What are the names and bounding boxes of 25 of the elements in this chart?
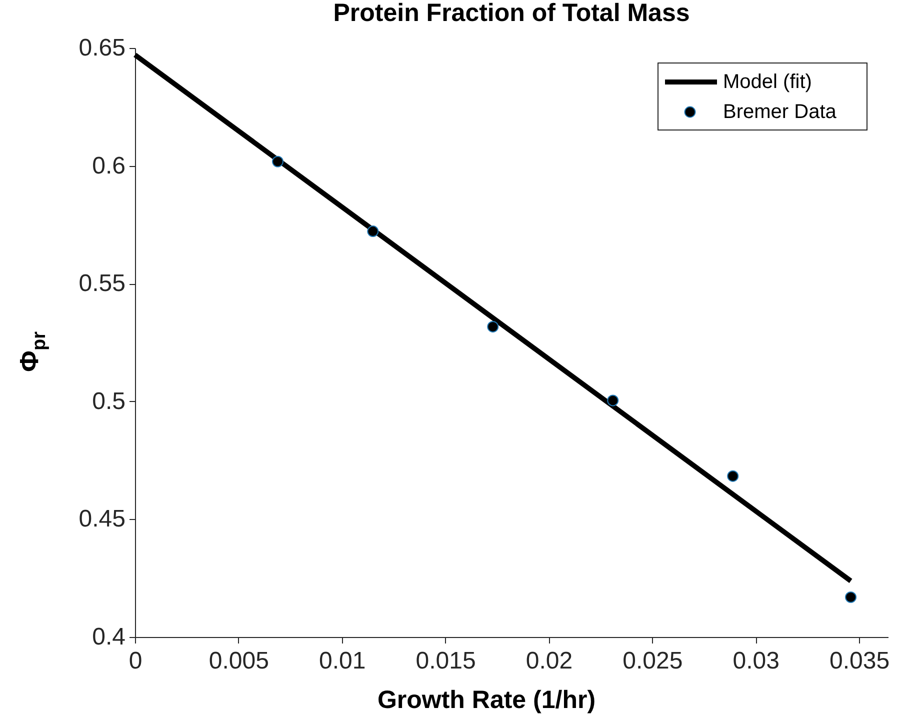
y-tick-label: 0.5 — [92, 388, 126, 415]
y-tick-label: 0.6 — [92, 152, 126, 180]
point — [367, 226, 379, 238]
x-tick-label: 0.03 — [732, 648, 780, 674]
y-tick-label: 0.65 — [78, 34, 126, 62]
point — [727, 470, 739, 482]
legend-label: Bremer Data — [723, 101, 838, 123]
y-tick-label: 0.45 — [78, 506, 126, 533]
legend-label: Model (fit) — [723, 71, 812, 93]
x-tick-label: 0.035 — [830, 648, 890, 674]
point — [607, 394, 619, 406]
point — [845, 591, 857, 603]
point — [487, 320, 499, 332]
y-tick-label: 0.55 — [78, 270, 126, 298]
x-tick-label: 0 — [128, 648, 142, 674]
x-tick-label: 0.015 — [416, 648, 476, 674]
y-axis-title: Φpr — [14, 330, 50, 372]
point — [272, 156, 284, 168]
chart-title: Protein Fraction of Total Mass — [333, 0, 690, 27]
x-tick-label: 0.02 — [526, 648, 573, 674]
y-tick-label: 0.4 — [92, 624, 126, 650]
x-tick-label: 0.005 — [208, 648, 269, 674]
x-tick-label: 0.01 — [319, 648, 366, 674]
x-tick-label: 0.025 — [622, 648, 683, 674]
x-axis-title: Growth Rate (1/hr) — [377, 686, 596, 714]
